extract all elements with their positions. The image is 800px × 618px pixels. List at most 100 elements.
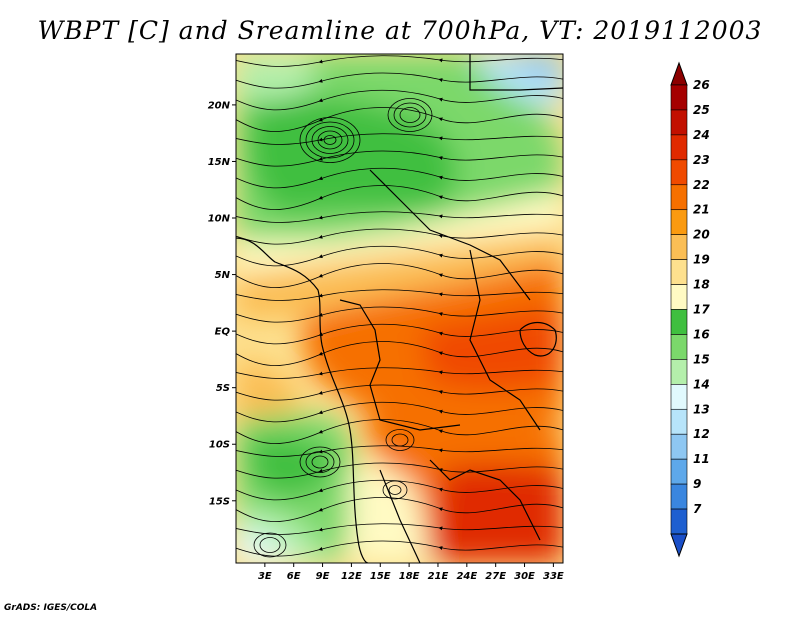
lat-tick-label: 15S xyxy=(209,496,230,507)
streamline-vortex xyxy=(387,98,433,132)
colorbar-label: 9 xyxy=(693,477,701,491)
lon-tick-label: 33E xyxy=(543,571,564,582)
longitude-axis: 3E 6E 9E 12E 15E 18E 21E 24E 27E 30E 33E xyxy=(258,563,564,582)
colorbar-label: 23 xyxy=(693,153,710,167)
streamline-vortex xyxy=(299,117,361,163)
lon-tick-label: 9E xyxy=(316,571,330,582)
streamline-vortex xyxy=(388,485,402,495)
lon-tick-label: 6E xyxy=(287,571,301,582)
colorbar-swatch xyxy=(670,508,688,535)
colorbar-label: 11 xyxy=(693,452,710,466)
streamline xyxy=(236,211,563,223)
colorbar-label: 25 xyxy=(693,103,710,117)
streamline xyxy=(236,479,563,501)
streamline xyxy=(236,306,563,323)
lon-tick-label: 27E xyxy=(485,571,506,582)
latitude-axis: 20N 15N 10N 5N EQ 5S 10S 15S xyxy=(208,100,236,507)
lat-tick-label: 5N xyxy=(215,270,231,281)
streamline xyxy=(236,341,563,366)
streamline-vortex xyxy=(311,126,349,154)
colorbar-label: 21 xyxy=(693,203,710,217)
colorbar-swatch xyxy=(670,483,688,510)
streamline xyxy=(236,323,563,345)
streamline xyxy=(236,133,563,145)
lat-tick-label: EQ xyxy=(215,327,231,338)
streamline-vortex xyxy=(323,135,337,145)
lon-tick-label: 12E xyxy=(341,571,362,582)
colorbar-swatch xyxy=(670,234,688,260)
colorbar-label: 16 xyxy=(693,327,710,341)
colorbar-label: 26 xyxy=(693,78,710,92)
streamline xyxy=(236,401,563,423)
streamline xyxy=(236,72,563,89)
streamline xyxy=(236,497,563,522)
colorbar-swatch xyxy=(670,408,688,435)
colorbar-label: 24 xyxy=(693,128,710,142)
streamline xyxy=(236,150,563,167)
chart-title: WBPT [C] and Sreamline at 700hPa, VT: 20… xyxy=(37,16,763,45)
streamline-vortex xyxy=(305,451,335,473)
lon-tick-label: 21E xyxy=(428,571,449,582)
colorbar-swatch xyxy=(670,334,688,360)
colorbar-label: 18 xyxy=(693,278,710,292)
lat-tick-label: 10S xyxy=(209,440,230,451)
colorbar-swatch xyxy=(670,259,688,285)
streamline xyxy=(236,167,563,189)
streamline-vortex xyxy=(382,480,408,500)
colorbar-label: 17 xyxy=(693,303,710,317)
colorbar-swatch xyxy=(670,159,688,186)
streamline xyxy=(236,185,563,210)
lat-tick-label: 10N xyxy=(208,214,231,225)
streamline xyxy=(236,263,563,288)
colorbar: 26 25 24 23 22 21 20 19 18 17 16 15 14 13 12 11 9 7 xyxy=(670,61,710,558)
colorbar-label: 20 xyxy=(693,228,710,242)
streamline-vortex xyxy=(317,130,343,150)
colorbar-swatch xyxy=(670,109,688,136)
colorbar-swatch xyxy=(670,433,688,460)
streamline xyxy=(236,228,563,245)
colorbar-swatch xyxy=(670,184,688,211)
lon-tick-label: 15E xyxy=(370,571,391,582)
streamline-vortex xyxy=(259,537,281,553)
map-plot-area xyxy=(236,54,563,563)
colorbar-label: 22 xyxy=(693,178,710,192)
streamline-vortex xyxy=(253,532,287,558)
colorbar-label: 19 xyxy=(693,253,710,267)
colorbar-label: 14 xyxy=(693,377,710,391)
colorbar-swatch xyxy=(670,84,688,111)
streamline xyxy=(236,419,563,444)
map-frame xyxy=(235,53,564,564)
streamline-vortex xyxy=(299,446,341,478)
lat-tick-label: 5S xyxy=(216,383,230,394)
streamline-vortex xyxy=(391,433,409,447)
colorbar-swatch xyxy=(670,384,688,410)
colorbar-swatch xyxy=(670,209,688,235)
colorbar-bottom-arrow xyxy=(670,533,688,558)
lat-tick-label: 15N xyxy=(208,157,231,168)
streamline xyxy=(236,462,563,479)
colorbar-swatch xyxy=(670,359,688,385)
lon-tick-label: 30E xyxy=(514,571,535,582)
colorbar-label: 12 xyxy=(693,427,710,441)
colorbar-swatch xyxy=(670,458,688,485)
colorbar-top-arrow xyxy=(670,61,688,86)
streamline xyxy=(236,367,563,379)
lon-tick-label: 3E xyxy=(258,571,272,582)
footer-credit: GrADS: IGES/COLA xyxy=(4,603,98,613)
streamlines xyxy=(236,55,563,558)
streamline-vortex xyxy=(393,102,427,128)
lon-tick-label: 24E xyxy=(456,571,477,582)
streamline-vortex xyxy=(311,455,329,469)
streamline xyxy=(236,55,563,67)
lat-tick-label: 20N xyxy=(208,100,231,111)
colorbar-swatch xyxy=(670,309,688,335)
streamline xyxy=(236,289,563,301)
colorbar-swatch xyxy=(670,134,688,161)
streamline xyxy=(236,445,563,457)
streamline-vortex xyxy=(399,107,421,123)
colorbar-label: 13 xyxy=(693,402,710,416)
streamline xyxy=(236,245,563,267)
streamline-vortex xyxy=(305,121,355,159)
lon-tick-label: 18E xyxy=(399,571,420,582)
